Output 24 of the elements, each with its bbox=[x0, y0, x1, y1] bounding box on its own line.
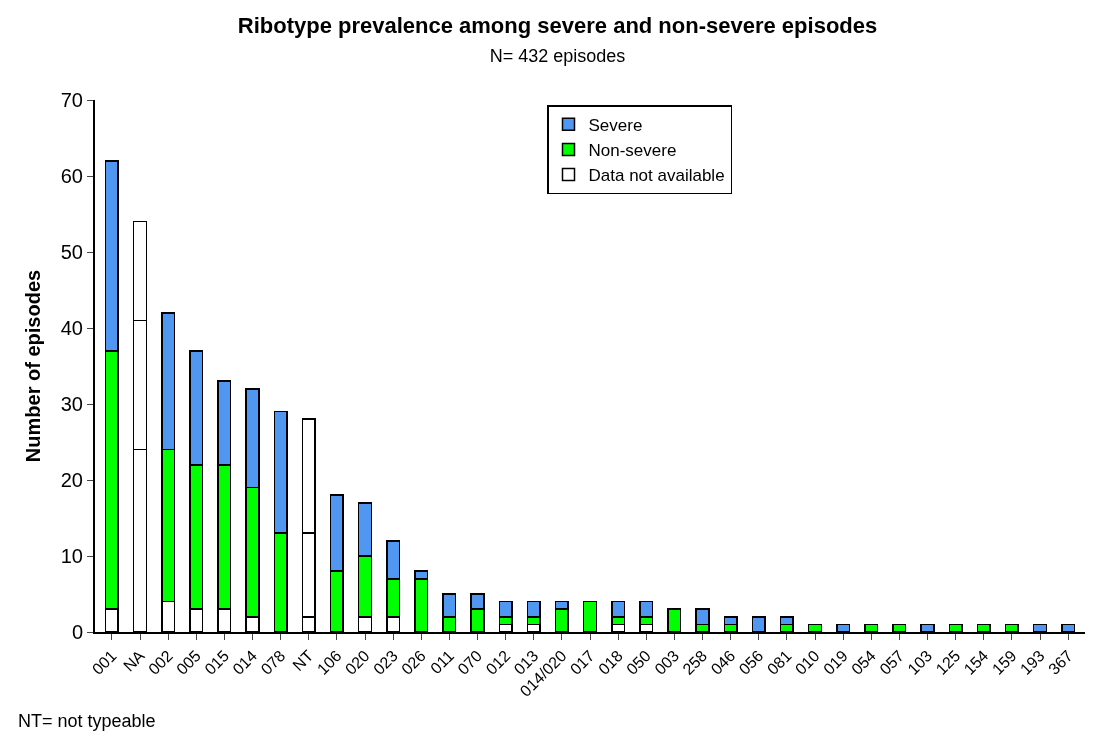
y-tick-label: 20 bbox=[60, 469, 83, 491]
text: NT= not typeable bbox=[18, 711, 156, 731]
x-tick-label: 019 bbox=[820, 646, 851, 678]
y-tick-label: 0 bbox=[71, 621, 83, 643]
x-tick-label: 367 bbox=[1045, 646, 1076, 678]
x-tick-label: 017 bbox=[566, 646, 598, 678]
legend-label: Severe bbox=[588, 116, 643, 135]
y-tick-label: 60 bbox=[60, 165, 83, 187]
x-tick-label: 001 bbox=[88, 646, 120, 678]
y-tick-label: 10 bbox=[60, 545, 83, 567]
y-tick-label: 70 bbox=[60, 89, 83, 111]
y-axis-title: Number of episodes bbox=[21, 269, 44, 463]
chart-subtitle: N= 432 episodes bbox=[489, 45, 626, 66]
legend-label: Non-severe bbox=[588, 141, 677, 161]
y-tick-label: 50 bbox=[60, 241, 83, 263]
x-tick-label: 023 bbox=[370, 646, 401, 678]
x-tick-label: 026 bbox=[398, 646, 430, 678]
y-tick-label: 40 bbox=[60, 317, 83, 339]
y-tick-label: 30 bbox=[60, 393, 83, 415]
x-tick-label: NA bbox=[120, 646, 148, 675]
x-tick-label: 018 bbox=[595, 646, 626, 678]
x-tick-label: 002 bbox=[145, 646, 176, 678]
chart-title: Ribotype prevalence among severe and non-severe episodes bbox=[237, 13, 878, 39]
legend-label: Data not available bbox=[588, 166, 725, 186]
